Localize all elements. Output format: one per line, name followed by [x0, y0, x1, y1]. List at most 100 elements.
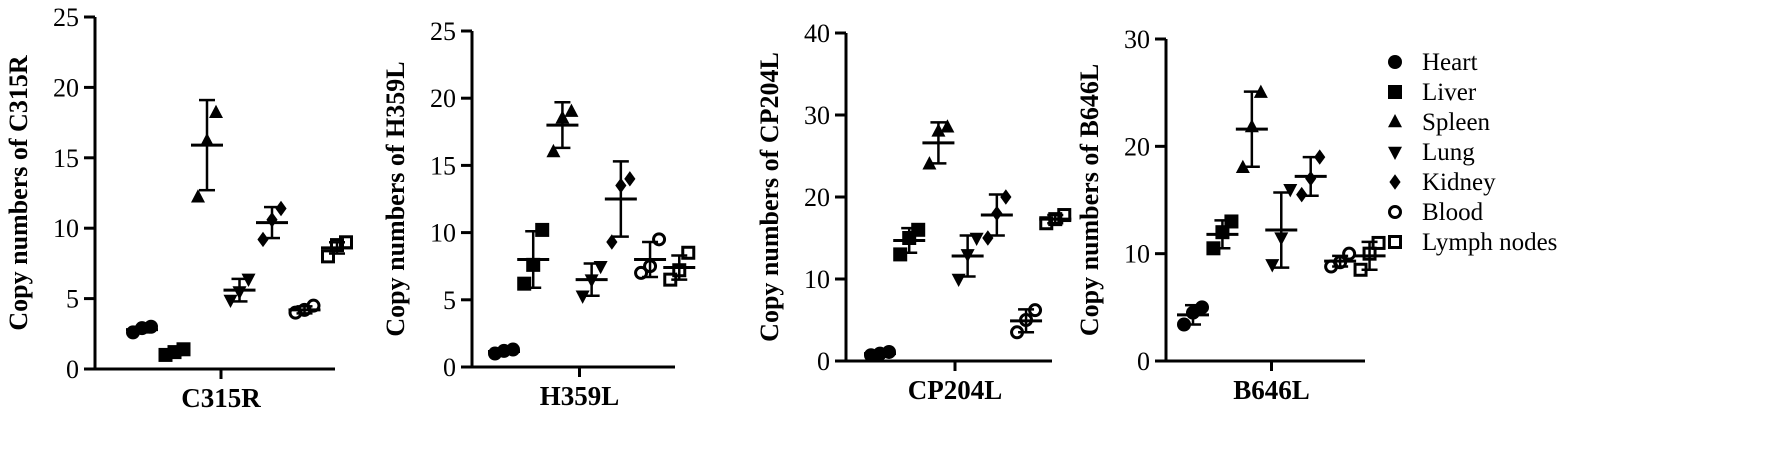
y-tick-label: 20: [53, 73, 79, 102]
y-tick-label: 0: [1137, 347, 1150, 376]
data-point: [931, 123, 946, 137]
series-kidney: [980, 189, 1013, 246]
data-point: [223, 294, 238, 309]
data-point: [517, 276, 532, 291]
data-point: [546, 143, 561, 158]
data-point: [321, 249, 335, 264]
data-point: [564, 103, 579, 117]
legend-item-lymph-nodes: Lymph nodes: [1388, 229, 1557, 256]
data-point: [1177, 317, 1191, 332]
x-axis-label: H359L: [540, 381, 620, 411]
data-point: [969, 232, 984, 247]
data-point: [991, 205, 1003, 222]
data-point: [575, 290, 590, 304]
data-point: [1224, 214, 1239, 229]
data-point: [1362, 246, 1377, 261]
chart-panel-cp204l: 0 10 20 30 40 Copy numbers of CP204L CP204L: [755, 19, 1072, 405]
legend: Heart Liver Spleen Lung Kidney Blood Lymph nod…: [1388, 49, 1557, 256]
data-point: [266, 212, 278, 228]
data-point: [652, 232, 667, 247]
data-point: [526, 257, 541, 272]
y-tick-label: 0: [817, 347, 830, 376]
legend-item-heart: Heart: [1388, 49, 1478, 76]
data-point: [624, 171, 636, 187]
series-blood: [634, 232, 667, 280]
data-point: [940, 119, 955, 133]
data-point: [555, 110, 570, 124]
square-open-icon: [1388, 235, 1402, 249]
triangle-down-filled-icon: [1388, 146, 1402, 161]
chart-panels: 0 5 10 15 20 25 Copy numbers of C315R C315R 0 5 10…: [4, 3, 1386, 413]
y-tick-label: 25: [53, 3, 79, 32]
y-tick-label: 5: [443, 286, 456, 315]
series-lymph-nodes: [1039, 208, 1072, 231]
y-tick-label: 30: [1124, 25, 1150, 54]
legend-item-kidney: Kidney: [1389, 169, 1496, 196]
y-axis-label: Copy numbers of C315R: [4, 55, 33, 330]
triangle-up-filled-icon: [1388, 113, 1402, 128]
data-point: [672, 263, 687, 278]
data-point: [1195, 300, 1209, 315]
legend-label: Blood: [1422, 199, 1484, 226]
legend-item-blood: Blood: [1388, 199, 1484, 226]
y-tick-label: 15: [53, 144, 79, 173]
y-tick-label: 20: [1124, 132, 1150, 161]
y-tick-label: 0: [443, 353, 456, 382]
series-heart: [126, 319, 158, 340]
series-lung: [223, 273, 256, 309]
series-kidney: [1294, 149, 1327, 203]
data-point: [506, 342, 520, 357]
data-point: [1244, 118, 1259, 133]
data-point: [882, 344, 896, 359]
circle-filled-icon: [1388, 55, 1402, 69]
square-filled-icon: [1388, 85, 1402, 99]
data-point: [1342, 246, 1357, 261]
series-heart: [864, 344, 896, 363]
data-point: [257, 231, 269, 248]
y-axis-label: Copy numbers of H359L: [381, 61, 410, 336]
series-spleen: [191, 98, 223, 203]
diamond-filled-icon: [1389, 174, 1401, 190]
y-tick-label: 30: [804, 101, 830, 130]
data-point: [191, 189, 205, 203]
x-axis-label: CP204L: [908, 375, 1003, 405]
data-point: [1296, 186, 1308, 203]
x-axis-label: B646L: [1233, 375, 1310, 405]
data-point: [1215, 225, 1230, 240]
legend-label: Kidney: [1422, 169, 1496, 196]
data-point: [1314, 149, 1326, 165]
chart-panel-b646l: 0 10 20 30 Copy numbers of B646L B646L: [1075, 25, 1386, 405]
data-point: [593, 260, 608, 275]
data-point: [960, 249, 975, 263]
y-tick-label: 5: [66, 285, 79, 314]
legend-label: Spleen: [1422, 109, 1491, 136]
series-lymph-nodes: [1353, 235, 1386, 277]
y-tick-label: 15: [430, 151, 456, 180]
data-point: [1010, 325, 1025, 340]
legend-item-lung: Lung: [1388, 139, 1475, 166]
legend-label: Liver: [1422, 79, 1477, 106]
series-blood: [288, 298, 321, 320]
data-point: [663, 272, 678, 287]
y-tick-label: 10: [1124, 240, 1150, 269]
y-tick-label: 20: [804, 183, 830, 212]
series-blood: [1324, 246, 1357, 274]
series-kidney: [604, 160, 637, 250]
circle-open-icon: [1388, 205, 1402, 219]
legend-label: Lymph nodes: [1422, 229, 1557, 256]
legend-label: Lung: [1422, 139, 1475, 166]
data-point: [584, 274, 599, 288]
y-tick-label: 10: [804, 265, 830, 294]
data-point: [275, 200, 287, 217]
series-spleen: [546, 100, 579, 158]
data-point: [176, 342, 191, 357]
legend-item-liver: Liver: [1388, 79, 1477, 106]
series-heart: [488, 342, 520, 361]
data-point: [144, 319, 158, 334]
series-liver: [1206, 214, 1239, 256]
y-tick-label: 25: [430, 17, 456, 46]
data-point: [1235, 159, 1250, 174]
legend-item-spleen: Spleen: [1388, 109, 1491, 136]
data-point: [982, 230, 994, 246]
